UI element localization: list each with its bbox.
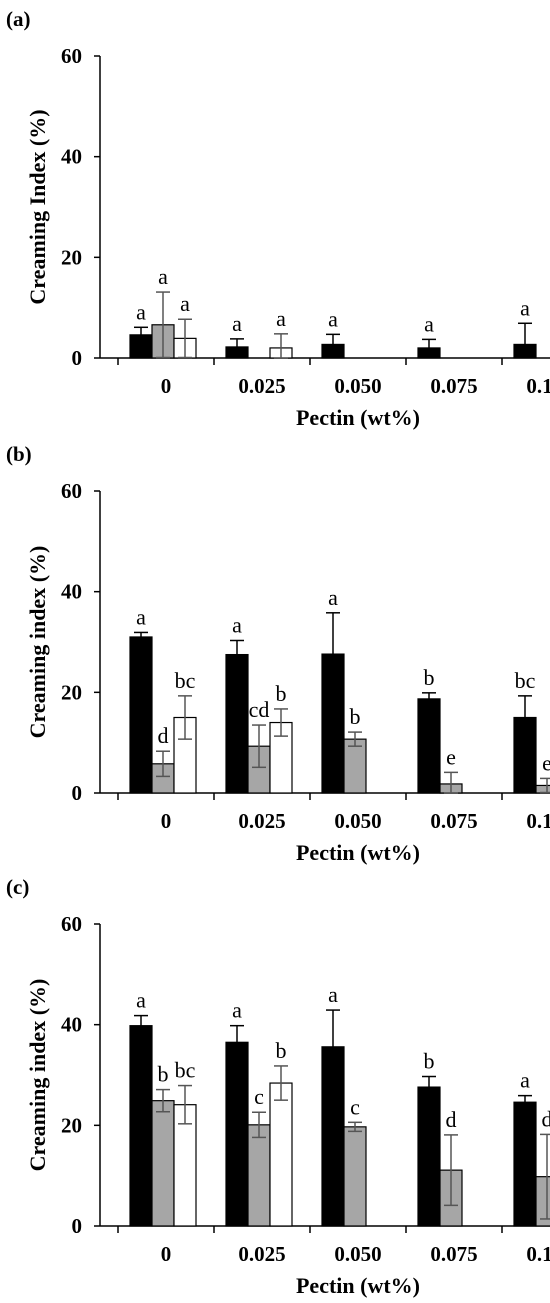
y-tick-label: 40 — [61, 580, 82, 604]
x-tick-label: 0 — [161, 809, 172, 833]
data-label: a — [136, 604, 146, 629]
chart-panel-2: (c) 0 20 40 60 0 0.025 0.050 0.075 0.100 Pectin (w… — [6, 875, 550, 1298]
bar — [513, 1101, 537, 1227]
x-tick-label: 0 — [161, 1242, 172, 1266]
bar — [247, 1124, 271, 1227]
data-label: a — [180, 291, 190, 316]
y-tick-label: 0 — [72, 781, 83, 805]
y-axis-label: Creaming index (%) — [25, 979, 50, 1172]
x-tick-label: 0.075 — [430, 809, 477, 833]
y-tick-label: 20 — [61, 245, 82, 269]
data-label: b — [158, 1062, 169, 1087]
chart-panel-1: (b) 0 20 40 60 0 0.025 0.050 0.075 0.100 Pectin (w… — [6, 442, 550, 865]
bar — [225, 653, 249, 794]
data-label: b — [276, 1038, 287, 1063]
bar — [417, 698, 441, 794]
panel-tag: (c) — [6, 875, 29, 899]
bar — [321, 653, 345, 794]
x-tick-label: 0 — [161, 374, 172, 398]
x-tick-label: 0.050 — [334, 1242, 381, 1266]
bar — [225, 1041, 249, 1227]
data-label: a — [158, 264, 168, 289]
x-tick-label: 0.075 — [430, 1242, 477, 1266]
data-label: b — [424, 665, 435, 690]
bar — [129, 334, 153, 359]
panel-tag: (b) — [6, 442, 32, 466]
data-label: b — [424, 1049, 435, 1074]
x-tick-label: 0.100 — [526, 374, 550, 398]
bar — [343, 1126, 367, 1227]
x-axis-label: Pectin (wt%) — [296, 405, 420, 430]
bar — [513, 343, 537, 359]
bar — [129, 636, 153, 794]
bar — [417, 1086, 441, 1227]
x-tick-label: 0.050 — [334, 809, 381, 833]
data-label: a — [328, 306, 338, 331]
y-tick-label: 60 — [61, 912, 82, 936]
bar — [513, 716, 537, 794]
bar — [129, 1025, 153, 1227]
data-label: a — [276, 306, 286, 331]
data-label: a — [136, 988, 146, 1013]
y-tick-label: 60 — [61, 479, 82, 503]
x-axis-label: Pectin (wt%) — [296, 1273, 420, 1298]
bar — [321, 1046, 345, 1227]
data-label: a — [520, 295, 530, 320]
x-tick-label: 0.025 — [238, 374, 285, 398]
bar — [321, 343, 345, 359]
data-label: a — [520, 1068, 530, 1093]
y-tick-label: 40 — [61, 145, 82, 169]
data-label: cd — [249, 697, 270, 722]
data-label: b — [276, 681, 287, 706]
y-axis-label: Creaming index (%) — [25, 546, 50, 739]
y-tick-label: 0 — [72, 1214, 83, 1238]
x-tick-label: 0.075 — [430, 374, 477, 398]
data-label: d — [158, 723, 169, 748]
data-label: bc — [175, 1058, 196, 1083]
bar — [269, 1082, 293, 1227]
data-label: a — [424, 311, 434, 336]
data-label: a — [328, 982, 338, 1007]
y-axis-label: Creaming Index (%) — [25, 109, 50, 304]
bar — [225, 346, 249, 359]
bar — [151, 1100, 175, 1227]
y-tick-label: 60 — [61, 44, 82, 68]
bar — [343, 738, 367, 794]
x-tick-label: 0.100 — [526, 1242, 550, 1266]
data-label: e — [542, 750, 550, 775]
data-label: e — [446, 744, 456, 769]
y-tick-label: 0 — [72, 346, 83, 370]
chart-panel-0: (a) 0 20 40 60 0 0.025 0.050 0.075 0.100 Pectin (w… — [6, 7, 550, 430]
y-tick-label: 40 — [61, 1013, 82, 1037]
data-label: a — [136, 299, 146, 324]
panel-tag: (a) — [6, 7, 31, 31]
data-label: a — [232, 311, 242, 336]
bar — [417, 347, 441, 359]
data-label: c — [350, 1094, 360, 1119]
x-tick-label: 0.050 — [334, 374, 381, 398]
y-tick-label: 20 — [61, 680, 82, 704]
data-label: bc — [515, 668, 536, 693]
data-label: b — [350, 704, 361, 729]
x-tick-label: 0.025 — [238, 1242, 285, 1266]
x-axis-label: Pectin (wt%) — [296, 840, 420, 865]
data-label: bc — [175, 668, 196, 693]
x-tick-label: 0.025 — [238, 809, 285, 833]
x-tick-label: 0.100 — [526, 809, 550, 833]
data-label: c — [254, 1084, 264, 1109]
data-label: a — [232, 612, 242, 637]
data-label: a — [232, 998, 242, 1023]
data-label: a — [328, 585, 338, 610]
y-tick-label: 20 — [61, 1113, 82, 1137]
data-label: d — [446, 1107, 457, 1132]
data-label: d — [542, 1106, 550, 1131]
